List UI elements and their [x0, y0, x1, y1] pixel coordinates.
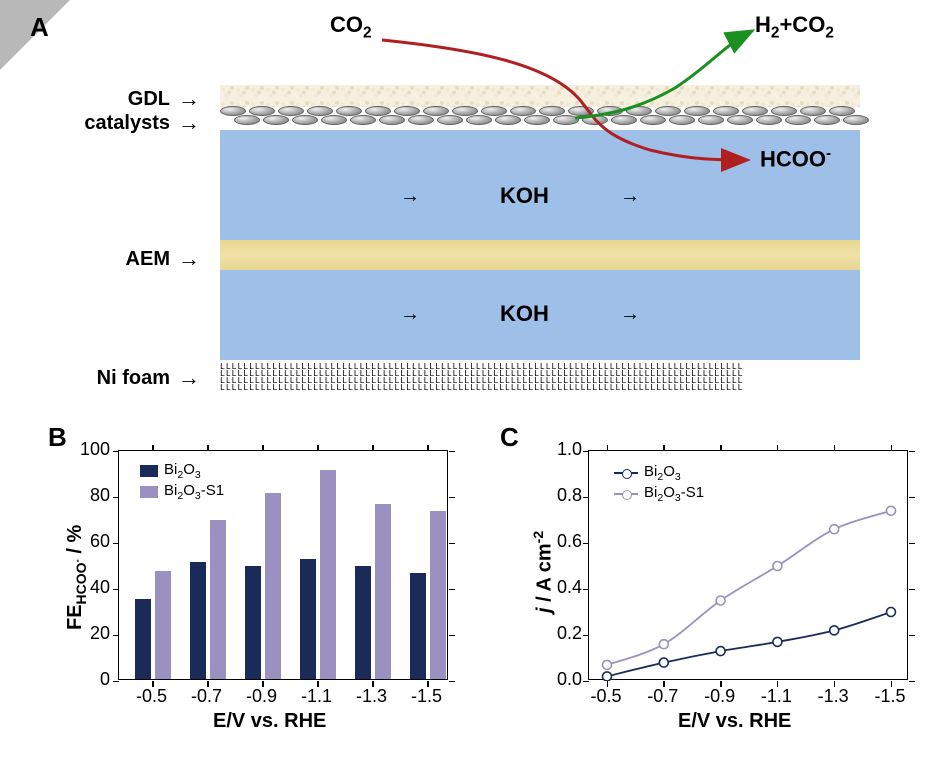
legend-item: Bi2O3-S1	[614, 484, 704, 504]
ytick-label: 40	[78, 577, 110, 598]
xtick-label: -1.3	[813, 686, 853, 707]
ytick-label: 1.0	[546, 439, 582, 460]
ytick-label: 0.8	[546, 485, 582, 506]
xtick-label: -0.5	[586, 686, 626, 707]
bar	[430, 511, 446, 679]
xtick-label: -0.9	[242, 686, 282, 707]
co2-flow-arrow	[382, 40, 745, 160]
series-line	[607, 612, 891, 676]
legend-marker	[614, 472, 638, 474]
bar	[410, 573, 426, 679]
series-line	[607, 511, 891, 665]
bar	[210, 520, 226, 679]
data-marker	[773, 637, 782, 646]
xtick-label: -0.7	[187, 686, 227, 707]
h2-flow-arrow	[575, 32, 750, 118]
bar-chart-B: FEHCOO- / % E/V vs. RHE Bi2O3Bi2O3-S1 02…	[48, 430, 468, 760]
bar	[190, 562, 206, 679]
data-marker	[830, 626, 839, 635]
data-marker	[659, 640, 668, 649]
ytick-label: 0.0	[546, 669, 582, 690]
data-marker	[773, 562, 782, 571]
bar	[155, 571, 171, 679]
data-marker	[887, 506, 896, 515]
bar	[320, 470, 336, 679]
data-marker	[830, 525, 839, 534]
legend-item: Bi2O3	[140, 461, 224, 481]
legend-swatch	[140, 486, 158, 498]
legend-text: Bi2O3	[164, 461, 201, 481]
xtick-label: -0.9	[700, 686, 740, 707]
x-axis-label-B: E/V vs. RHE	[213, 710, 326, 733]
bar	[135, 599, 151, 680]
ytick-label: 0.4	[546, 577, 582, 598]
data-marker	[887, 608, 896, 617]
xtick-label: -1.1	[297, 686, 337, 707]
xtick-label: -1.1	[756, 686, 796, 707]
bar	[355, 566, 371, 679]
ytick-label: 20	[78, 623, 110, 644]
legend-swatch	[140, 465, 158, 477]
bar	[265, 493, 281, 679]
ytick-label: 100	[78, 439, 110, 460]
data-marker	[603, 672, 612, 681]
ytick-label: 0.2	[546, 623, 582, 644]
xtick-label: -0.7	[643, 686, 683, 707]
bar	[375, 504, 391, 679]
legend-text: Bi2O3-S1	[164, 482, 224, 502]
line-chart-C: j / A cm-2 E/V vs. RHE Bi2O3Bi2O3-S1 0.0…	[510, 430, 930, 760]
legend-B: Bi2O3Bi2O3-S1	[132, 456, 232, 507]
ytick-label: 0.6	[546, 531, 582, 552]
data-marker	[716, 647, 725, 656]
xtick-label: -1.5	[870, 686, 910, 707]
xtick-label: -0.5	[132, 686, 172, 707]
panel-A-label: A	[30, 12, 49, 43]
legend-C: Bi2O3Bi2O3-S1	[606, 458, 712, 509]
diagram-flowcell: CO2 H2+CO2 GDL → catalysts → AEM → Ni fo…	[120, 10, 880, 400]
data-marker	[659, 658, 668, 667]
ytick-label: 60	[78, 531, 110, 552]
bar	[300, 559, 316, 679]
flow-arrows-svg	[120, 10, 880, 410]
bar	[245, 566, 261, 679]
data-marker	[603, 660, 612, 669]
xtick-label: -1.5	[407, 686, 447, 707]
legend-item: Bi2O3-S1	[140, 482, 224, 502]
legend-item: Bi2O3	[614, 463, 704, 483]
legend-marker	[614, 493, 638, 495]
ytick-label: 80	[78, 485, 110, 506]
x-axis-label-C: E/V vs. RHE	[678, 710, 791, 733]
data-marker	[716, 596, 725, 605]
ytick-label: 0	[78, 669, 110, 690]
legend-text: Bi2O3	[644, 463, 681, 483]
xtick-label: -1.3	[352, 686, 392, 707]
legend-text: Bi2O3-S1	[644, 484, 704, 504]
